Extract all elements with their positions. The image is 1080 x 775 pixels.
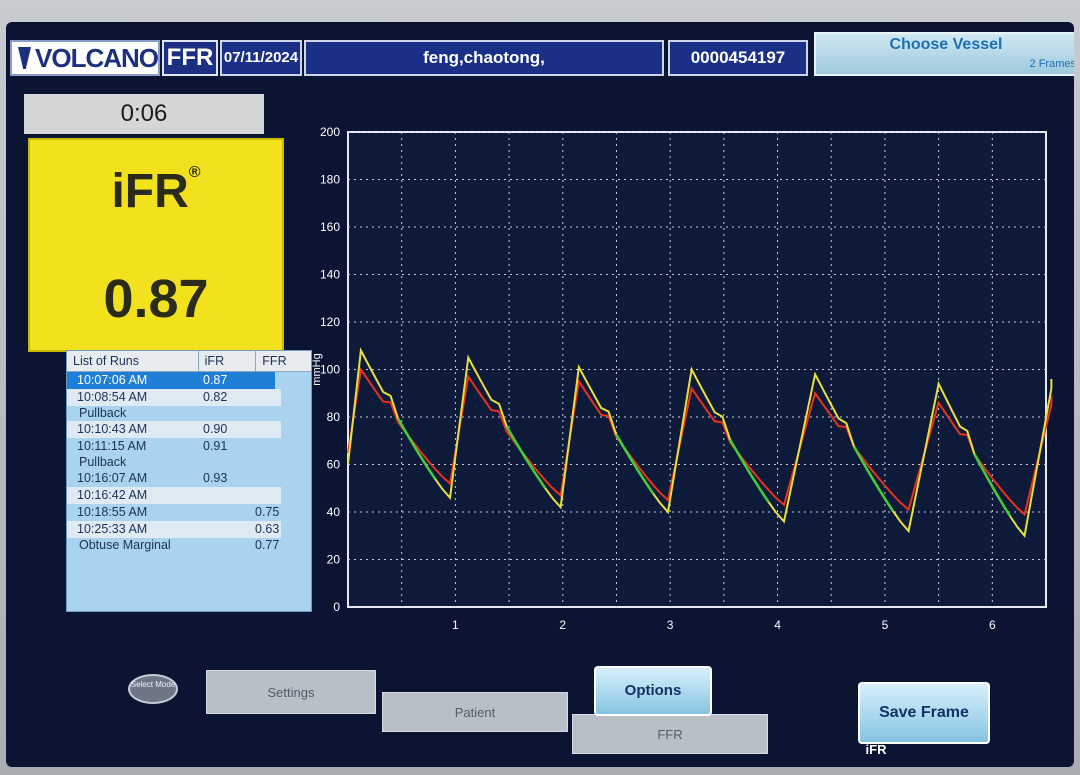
ifr-window-segment	[396, 417, 437, 480]
run-time: 10:11:15 AM	[77, 439, 147, 453]
x-tick-label: 5	[882, 618, 889, 632]
runs-list-header: List of Runs iFR FFR	[67, 351, 311, 372]
x-tick-label: 4	[774, 618, 781, 632]
y-tick-label: 40	[327, 505, 341, 519]
ifr-label-text: iFR	[111, 165, 189, 218]
run-ffr-value: 0.77	[255, 538, 280, 552]
bottom-toolbar: Select Mode Settings Patient FFR iFR Opt…	[6, 652, 1074, 767]
run-row[interactable]: 10:25:33 AM 0.63	[67, 521, 281, 538]
runs-header-ifr: iFR	[197, 351, 256, 371]
run-ifr-value: 0.91	[203, 439, 228, 453]
run-group-text: Pullback	[79, 406, 127, 420]
run-ifr-value: 0.87	[203, 373, 228, 387]
run-group-text: Obtuse Marginal	[79, 538, 171, 552]
run-group-label: Pullback	[67, 406, 311, 421]
save-frame-button[interactable]: Save Frame	[858, 682, 990, 744]
runs-list-body: 10:07:06 AM 0.87 10:08:54 AM 0.82 Pullback 10…	[67, 372, 311, 553]
select-mode-button[interactable]: Select Mode	[128, 674, 178, 704]
pressure-series-line	[347, 347, 1053, 539]
run-row[interactable]: 10:16:42 AM	[67, 487, 281, 504]
y-tick-label: 20	[327, 553, 341, 567]
run-time: 10:10:43 AM	[77, 422, 148, 436]
run-time: 10:18:55 AM	[77, 505, 148, 519]
ifr-value: 0.87	[103, 269, 209, 329]
frames-count: 2 Frames	[1029, 58, 1074, 70]
run-group-label: Pullback	[67, 455, 311, 470]
brand-name: VOLCANO	[35, 42, 159, 73]
choose-vessel-label: Choose Vessel	[889, 36, 1003, 53]
mode-badge: FFR	[162, 40, 218, 76]
run-time: 10:08:54 AM	[77, 390, 148, 404]
runs-header-name: List of Runs	[73, 354, 140, 368]
run-row-selected[interactable]: 10:07:06 AM 0.87	[67, 372, 275, 389]
run-time: 10:07:06 AM	[77, 373, 148, 387]
ifr-result-box: iFR® 0.87	[28, 138, 284, 352]
ifr-window-segment	[505, 426, 547, 489]
x-tick-label: 2	[559, 618, 566, 632]
tab-patient[interactable]: Patient	[382, 692, 568, 732]
run-ifr-value: 0.93	[203, 471, 228, 485]
ifr-window-segment	[614, 433, 655, 495]
volcano-logo: VOLCANO	[10, 40, 160, 76]
y-tick-label: 100	[320, 363, 340, 377]
run-ifr-value: 0.82	[203, 390, 228, 404]
header-bar: VOLCANO FFR 07/11/2024 feng,chaotong, 00…	[6, 32, 1074, 82]
runs-list[interactable]: List of Runs iFR FFR 10:07:06 AM 0.87 10:0…	[66, 350, 312, 612]
x-tick-label: 6	[989, 618, 996, 632]
run-time: 10:25:33 AM	[77, 522, 148, 536]
x-tick-label: 3	[667, 618, 674, 632]
options-button[interactable]: Options	[594, 666, 712, 716]
run-ffr-value: 0.63	[255, 522, 280, 536]
pressure-chart: 0 20 40 60 80 100 120 140 160 180 200 1 2 3 4 5 6 mmHg	[306, 102, 1066, 662]
ifr-window-segment	[852, 446, 895, 512]
y-axis-label: mmHg	[311, 353, 323, 385]
choose-vessel-button[interactable]: Choose Vessel 2 Frames	[814, 32, 1074, 76]
patient-id: 0000454197	[668, 40, 808, 76]
y-tick-label: 200	[320, 125, 340, 139]
run-time: 10:16:42 AM	[77, 488, 148, 502]
ifr-window-segment	[729, 439, 770, 503]
y-tick-label: 140	[320, 268, 340, 282]
run-ifr-value: 0.90	[203, 422, 228, 436]
run-row[interactable]: 10:18:55 AM 0.75	[67, 504, 311, 521]
tab-settings[interactable]: Settings	[206, 670, 376, 714]
y-tick-label: 120	[320, 315, 340, 329]
run-row[interactable]: 10:11:15 AM 0.91	[67, 438, 311, 455]
run-timer: 0:06	[24, 94, 264, 134]
run-time: 10:16:07 AM	[77, 471, 148, 485]
y-tick-label: 80	[327, 410, 341, 424]
ifr-window-segment	[973, 453, 1012, 518]
patient-name: feng,chaotong,	[304, 40, 664, 76]
x-tick-label: 1	[452, 618, 459, 632]
y-tick-label: 60	[327, 458, 341, 472]
exam-date: 07/11/2024	[220, 40, 302, 76]
run-ffr-value: 0.75	[255, 505, 280, 519]
run-group-label: Obtuse Marginal 0.77	[67, 538, 311, 553]
registered-mark: ®	[188, 164, 201, 181]
ifr-label: iFR®	[30, 164, 282, 219]
y-tick-label: 0	[333, 600, 340, 614]
runs-header-ffr: FFR	[255, 351, 311, 371]
volcano-logo-icon	[18, 47, 31, 69]
tab-ffr[interactable]: FFR	[572, 714, 768, 754]
y-tick-label: 160	[320, 220, 340, 234]
pressure-chart-svg: 0 20 40 60 80 100 120 140 160 180 200 1 2 3 4 5 6 mmHg	[311, 125, 1053, 632]
run-group-text: Pullback	[79, 455, 127, 469]
run-row[interactable]: 10:10:43 AM 0.90	[67, 421, 281, 438]
monitor-screen: VOLCANO FFR 07/11/2024 feng,chaotong, 00…	[6, 22, 1074, 767]
run-row[interactable]: 10:08:54 AM 0.82	[67, 389, 281, 406]
y-tick-label: 180	[320, 173, 340, 187]
run-row[interactable]: 10:16:07 AM 0.93	[67, 470, 311, 487]
